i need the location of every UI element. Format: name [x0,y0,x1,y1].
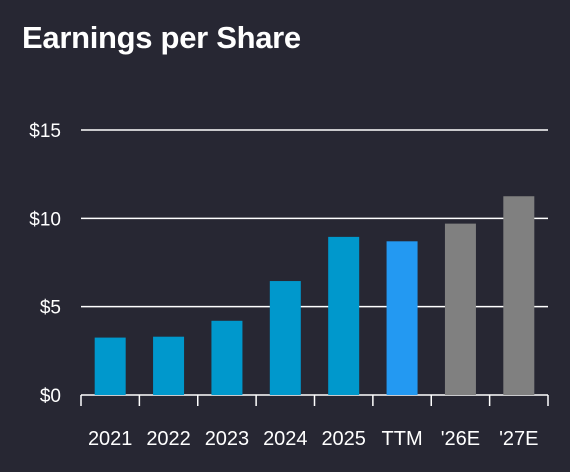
y-tick-label: $15 [29,121,61,142]
x-tick-label: 2023 [205,428,250,450]
bar-2023 [211,320,243,395]
chart-title: Earnings per Share [22,20,301,55]
x-tick-label: TTM [382,428,423,450]
x-tick-label: 2024 [263,428,308,450]
bar-2022 [153,336,185,395]
bar-2024 [269,281,301,395]
bar-27e [503,196,535,395]
bar-2021 [94,337,126,395]
x-tick-label: 2025 [321,428,366,450]
x-tick-label: '26E [441,428,480,450]
x-tick-label: 2022 [146,428,191,450]
bar-ttm [386,241,418,395]
bar-26e [444,223,476,395]
y-tick-label: $10 [29,209,61,230]
bar-2025 [328,236,360,395]
y-tick-label: $0 [40,386,61,407]
y-tick-label: $5 [40,298,61,319]
x-tick-label: 2021 [88,428,133,450]
x-tick-label: '27E [499,428,538,450]
